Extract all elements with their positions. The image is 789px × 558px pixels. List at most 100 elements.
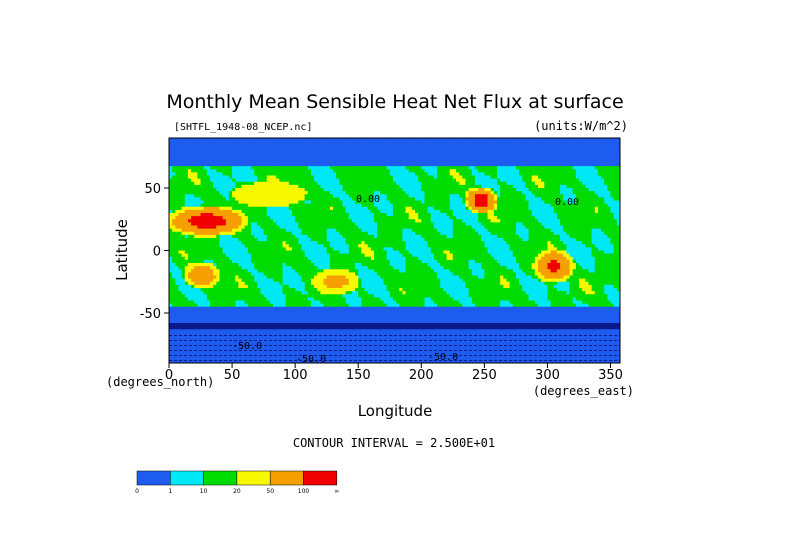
heatmap-cell: [235, 228, 239, 233]
heatmap-cell: [178, 138, 183, 142]
heatmap-cell: [462, 225, 466, 230]
heatmap-cell: [228, 150, 233, 155]
heatmap-cell: [298, 153, 302, 158]
heatmap-cell: [509, 222, 514, 226]
heatmap-cell: [509, 213, 514, 217]
heatmap-cell: [503, 225, 507, 230]
heatmap-cell: [408, 216, 413, 220]
heatmap-cell: [534, 228, 539, 233]
heatmap-cell: [184, 203, 189, 208]
heatmap-cell: [172, 225, 176, 230]
heatmap-cell: [345, 191, 350, 195]
heatmap-cell: [462, 197, 466, 201]
heatmap-cell: [588, 144, 593, 148]
heatmap-cell: [575, 147, 580, 151]
heatmap-cell: [604, 203, 608, 208]
heatmap-cell: [478, 159, 482, 164]
heatmap-cell: [528, 194, 533, 198]
heatmap-cell: [478, 163, 482, 167]
heatmap-cell: [383, 225, 388, 230]
heatmap-cell: [235, 238, 239, 242]
heatmap-cell: [415, 147, 419, 151]
heatmap-cell: [292, 166, 296, 170]
heatmap-cell: [222, 191, 227, 195]
heatmap-cell: [468, 153, 473, 158]
heatmap-cell: [588, 175, 593, 180]
heatmap-cell: [370, 206, 375, 211]
heatmap-cell: [206, 238, 211, 242]
heatmap-cell: [531, 209, 536, 214]
heatmap-cell: [386, 244, 391, 248]
heatmap-cell: [534, 156, 539, 161]
heatmap-cell: [613, 203, 618, 208]
heatmap-cell: [172, 178, 176, 183]
heatmap-cell: [194, 156, 198, 161]
heatmap-cell: [547, 147, 552, 151]
heatmap-cell: [326, 194, 331, 198]
heatmap-cell: [203, 153, 208, 158]
heatmap-cell: [585, 169, 589, 173]
heatmap-cell: [427, 216, 432, 220]
heatmap-cell: [437, 194, 441, 198]
heatmap-cell: [437, 206, 441, 211]
heatmap-cell: [263, 144, 268, 148]
heatmap-cell: [569, 222, 574, 226]
heatmap-cell: [257, 163, 261, 167]
heatmap-cell: [465, 156, 470, 161]
heatmap-cell: [582, 191, 586, 195]
heatmap-cell: [358, 206, 362, 211]
heatmap-cell: [184, 238, 189, 242]
heatmap-cell: [452, 159, 457, 164]
heatmap-cell: [402, 238, 406, 242]
heatmap-cell: [493, 178, 498, 183]
heatmap-cell: [197, 153, 201, 158]
heatmap-cell: [430, 156, 435, 161]
heatmap-cell: [402, 150, 406, 155]
heatmap-cell: [582, 231, 586, 236]
heatmap-cell: [411, 181, 416, 186]
heatmap-cell: [386, 166, 391, 170]
heatmap-cell: [355, 172, 359, 176]
heatmap-cell: [465, 191, 470, 195]
heatmap-cell: [358, 228, 362, 233]
heatmap-cell: [178, 241, 183, 245]
heatmap-cell: [547, 197, 552, 201]
heatmap-cell: [323, 219, 328, 223]
heatmap-cell: [452, 141, 457, 145]
heatmap-cell: [232, 209, 236, 214]
heatmap-cell: [553, 141, 558, 145]
heatmap-cell: [184, 138, 189, 142]
heatmap-cell: [333, 172, 337, 176]
heatmap-cell: [247, 188, 252, 192]
heatmap-cell: [191, 163, 195, 167]
heatmap-cell: [468, 238, 473, 242]
heatmap-cell: [411, 159, 416, 164]
heatmap-cell: [408, 209, 413, 214]
heatmap-cell: [228, 197, 233, 201]
heatmap-cell: [500, 169, 504, 173]
heatmap-cell: [522, 231, 526, 236]
heatmap-cell: [364, 222, 369, 226]
heatmap-cell: [298, 169, 302, 173]
heatmap-cell: [424, 153, 429, 158]
heatmap-cell: [534, 188, 539, 192]
heatmap-cell: [222, 228, 227, 233]
heatmap-cell: [474, 194, 479, 198]
heatmap-cell: [339, 219, 343, 223]
heatmap-cell: [238, 222, 242, 226]
heatmap-cell: [465, 203, 470, 208]
heatmap-cell: [225, 216, 230, 220]
heatmap-cell: [452, 181, 457, 186]
heatmap-cell: [604, 234, 608, 239]
heatmap-cell: [456, 200, 460, 205]
heatmap-cell: [604, 238, 608, 242]
heatmap-cell: [534, 241, 539, 245]
heatmap-cell: [497, 206, 501, 211]
heatmap-cell: [326, 203, 331, 208]
heatmap-cell: [490, 241, 495, 245]
heatmap-cell: [478, 150, 482, 155]
heatmap-cell: [487, 169, 492, 173]
heatmap-cell: [383, 169, 388, 173]
heatmap-cell: [613, 231, 618, 236]
heatmap-cell: [269, 144, 274, 148]
